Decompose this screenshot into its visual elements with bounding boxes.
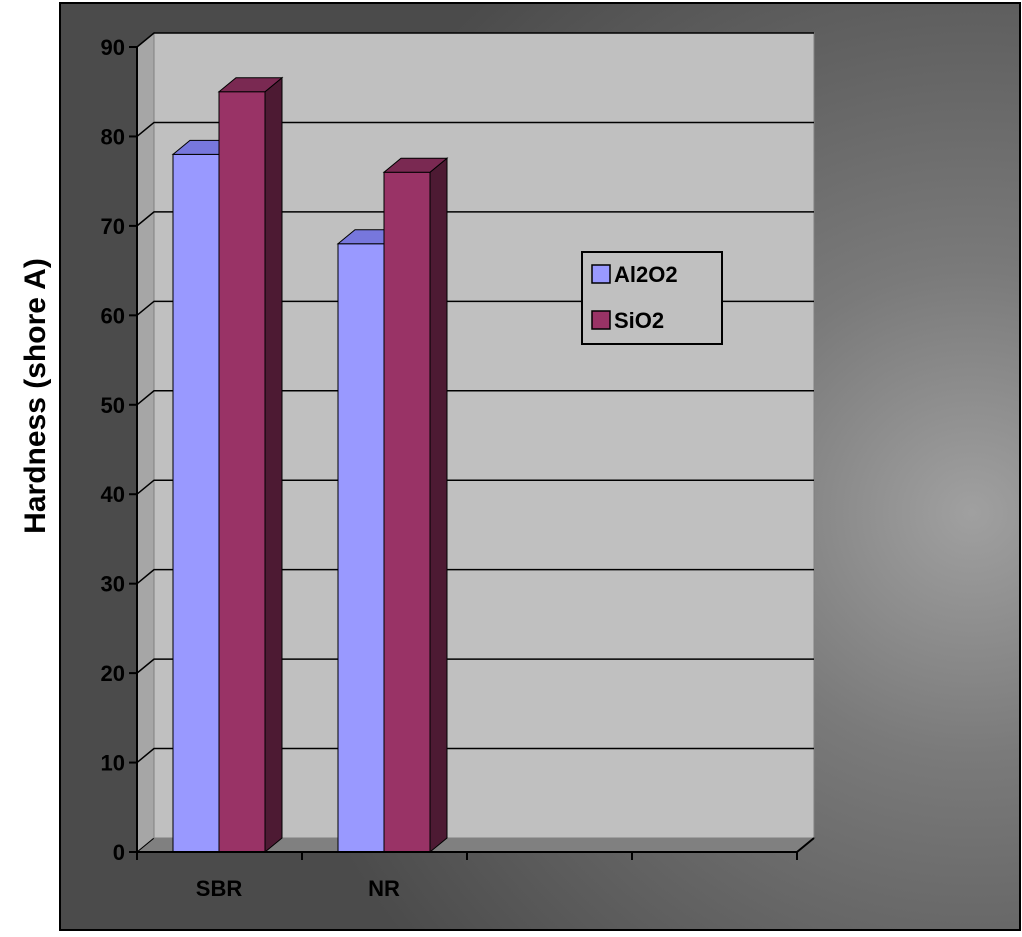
bar-side	[264, 76, 283, 854]
bar-top	[382, 157, 449, 173]
y-tick-label: 30	[101, 572, 125, 597]
gridline	[136, 658, 814, 674]
legend-label: Al2O2	[614, 262, 678, 287]
gridline	[136, 747, 814, 764]
legend-swatch	[591, 310, 611, 330]
legend-swatch	[591, 264, 611, 284]
y-tick-label: 0	[113, 840, 125, 865]
y-tick-label: 80	[101, 124, 125, 149]
axes: 0 10 20 30 40 50 60 70 80 90 SBR NR	[101, 35, 815, 901]
gridline	[136, 121, 814, 138]
gridline	[136, 32, 814, 48]
x-tick-label: NR	[368, 876, 400, 901]
gridline	[136, 479, 814, 495]
bar	[382, 157, 449, 854]
y-tick-label: 10	[101, 751, 125, 776]
y-tick-label: 40	[101, 482, 125, 507]
gridline	[136, 390, 814, 406]
y-tick-label: 90	[101, 35, 125, 60]
bar-top	[217, 77, 284, 93]
y-axis-label: Hardness (shore A)	[19, 258, 52, 534]
bar-front	[383, 171, 431, 853]
bar-side	[429, 157, 448, 854]
bar-front	[218, 91, 266, 853]
x-tick-label: SBR	[196, 876, 243, 901]
legend: Al2O2 SiO2	[581, 251, 723, 345]
y-tick-label: 20	[101, 661, 125, 686]
bar	[217, 76, 284, 854]
y-tick-label: 50	[101, 393, 125, 418]
plot-side-wall	[136, 31, 155, 854]
bar-front	[172, 153, 220, 853]
y-tick-label: 70	[101, 214, 125, 239]
gridline	[136, 568, 814, 585]
bar-front	[337, 243, 385, 853]
y-tick-label: 60	[101, 303, 125, 328]
legend-label: SiO2	[614, 308, 664, 333]
bars	[171, 76, 449, 854]
gridline	[136, 211, 814, 227]
